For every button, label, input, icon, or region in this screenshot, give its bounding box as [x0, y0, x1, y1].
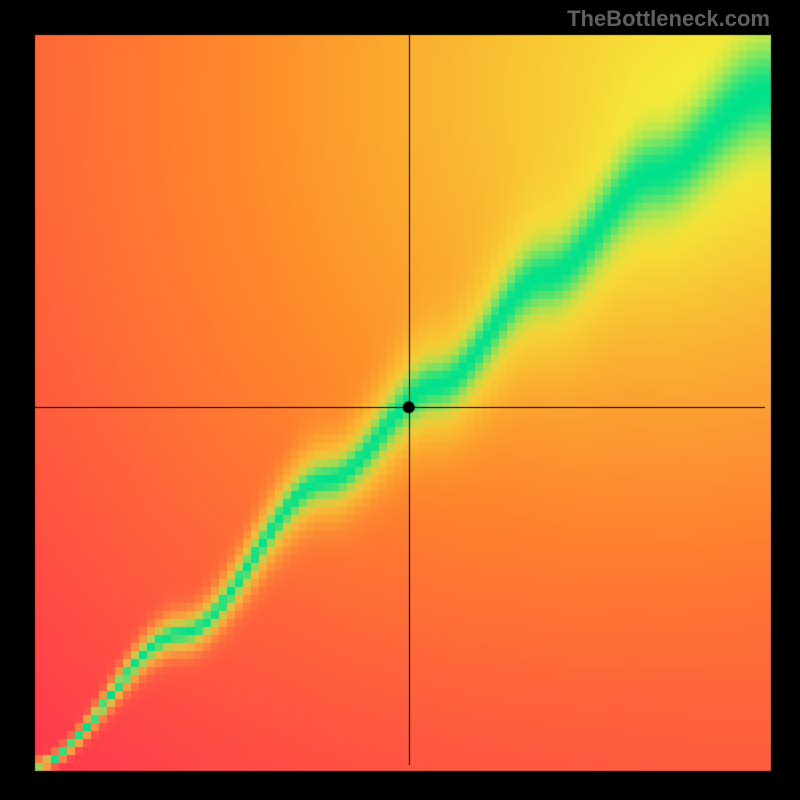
chart-container: TheBottleneck.com [0, 0, 800, 800]
watermark-text: TheBottleneck.com [567, 6, 770, 32]
heatmap-canvas [0, 0, 800, 800]
